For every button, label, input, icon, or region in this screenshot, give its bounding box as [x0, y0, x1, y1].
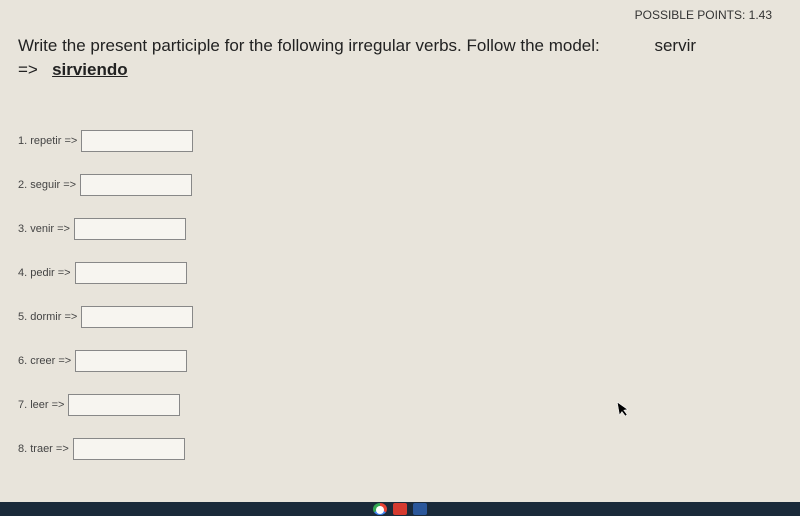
answer-input[interactable]	[73, 438, 185, 460]
answer-input[interactable]	[81, 130, 193, 152]
taskbar	[0, 502, 800, 516]
question-row: 4. pedir =>	[18, 262, 782, 284]
question-label: 4. pedir =>	[18, 267, 71, 279]
answer-input[interactable]	[75, 350, 187, 372]
question-row: 2. seguir =>	[18, 174, 782, 196]
questions-list: 1. repetir => 2. seguir => 3. venir => 4. p…	[18, 130, 782, 460]
answer-input[interactable]	[74, 218, 186, 240]
instructions-text: Write the present participle for the fol…	[18, 36, 600, 55]
quiz-page: POSSIBLE POINTS: 1.43 Write the present …	[0, 0, 800, 460]
question-label: 6. creer =>	[18, 355, 71, 367]
question-row: 7. leer =>	[18, 394, 782, 416]
question-label: 2. seguir =>	[18, 179, 76, 191]
model-answer: sirviendo	[52, 60, 128, 79]
question-label: 1. repetir =>	[18, 135, 77, 147]
chrome-icon[interactable]	[373, 503, 387, 515]
question-row: 6. creer =>	[18, 350, 782, 372]
answer-input[interactable]	[68, 394, 180, 416]
app-icon-red[interactable]	[393, 503, 407, 515]
taskbar-icons	[373, 503, 427, 515]
app-icon-blue[interactable]	[413, 503, 427, 515]
question-label: 7. leer =>	[18, 399, 64, 411]
instructions-block: Write the present participle for the fol…	[18, 34, 782, 82]
model-verb: servir	[654, 34, 696, 58]
answer-input[interactable]	[80, 174, 192, 196]
question-label: 3. venir =>	[18, 223, 70, 235]
question-row: 8. traer =>	[18, 438, 782, 460]
question-label: 8. traer =>	[18, 443, 69, 455]
model-arrow: =>	[18, 60, 38, 79]
question-label: 5. dormir =>	[18, 311, 77, 323]
answer-input[interactable]	[75, 262, 187, 284]
question-row: 5. dormir =>	[18, 306, 782, 328]
question-row: 1. repetir =>	[18, 130, 782, 152]
question-row: 3. venir =>	[18, 218, 782, 240]
possible-points: POSSIBLE POINTS: 1.43	[18, 8, 782, 22]
answer-input[interactable]	[81, 306, 193, 328]
